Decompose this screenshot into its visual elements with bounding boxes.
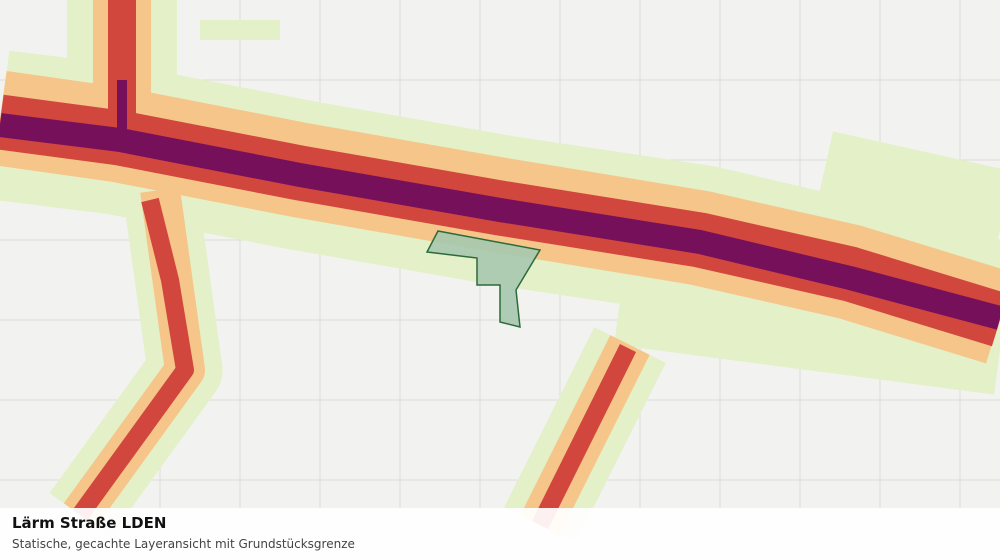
caption-panel: Lärm Straße LDEN Statische, gecachte Lay… (0, 508, 1000, 560)
noise-zone-very-high (0, 80, 1000, 330)
title: Lärm Straße LDEN (12, 514, 167, 532)
subtitle: Statische, gecachte Layeransicht mit Gru… (12, 537, 355, 551)
noise-layer (0, 0, 1000, 543)
parcel-boundary (425, 230, 542, 328)
